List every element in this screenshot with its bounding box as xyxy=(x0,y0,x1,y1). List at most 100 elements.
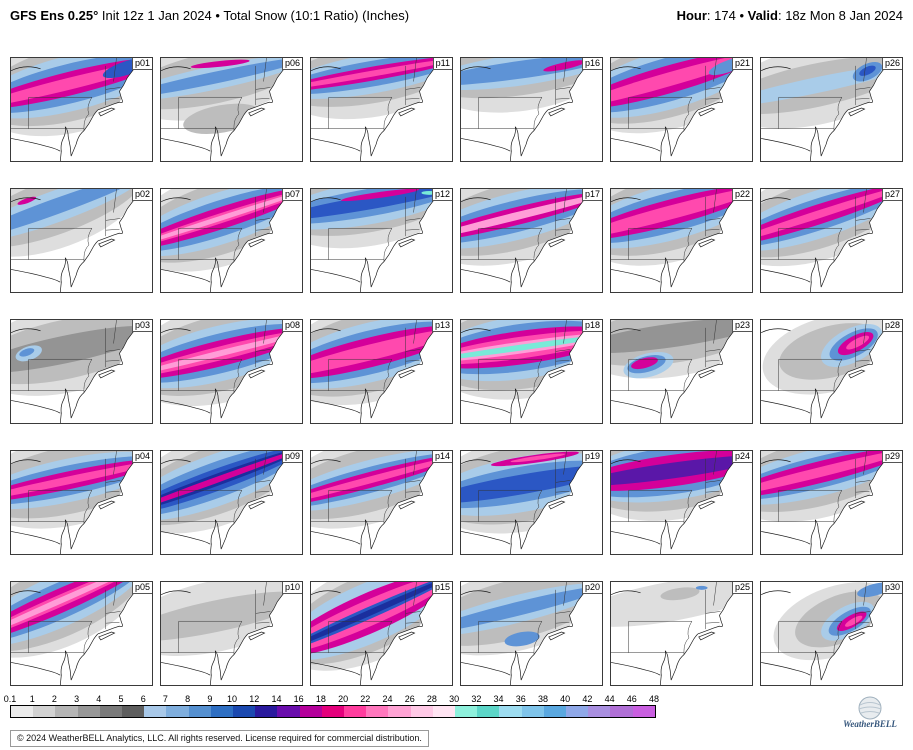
ensemble-panel-p03: p03 xyxy=(10,319,153,424)
valid-info: Hour: 174 • Valid: 18z Mon 8 Jan 2024 xyxy=(677,8,903,24)
panel-label-p25: p25 xyxy=(731,582,752,594)
snow-shading-layer xyxy=(611,189,740,266)
snow-map-p14 xyxy=(311,451,440,554)
colorbar-ticks: 0.1 1 2 3 4 5 6 7 8 9 10 12 14 16 18 20 22 24 26 28 30 32 34 36… xyxy=(4,694,660,705)
colorbar-tick: 32 xyxy=(471,694,482,704)
snow-map-p30 xyxy=(761,582,890,685)
snow-map-p03 xyxy=(11,320,140,423)
colorbar-segment xyxy=(122,706,145,717)
colorbar-segment xyxy=(55,706,78,717)
coastline-and-borders xyxy=(761,320,890,423)
snow-map-p24 xyxy=(611,451,740,554)
colorbar-segment xyxy=(233,706,256,717)
snow-shading-layer xyxy=(11,320,140,396)
colorbar-segment xyxy=(477,706,500,717)
valid-value: : 18z Mon 8 Jan 2024 xyxy=(777,8,903,23)
snow-map-p13 xyxy=(311,320,440,423)
coastline-and-borders xyxy=(611,58,740,161)
logo-text: WeatherBELL xyxy=(843,719,897,729)
panel-label-p03: p03 xyxy=(131,320,152,332)
coastline-and-borders xyxy=(611,451,740,554)
colorbar-tick: 6 xyxy=(140,694,146,704)
colorbar-segment xyxy=(77,706,100,717)
colorbar-tick: 7 xyxy=(162,694,168,704)
ensemble-panel-p15: p15 xyxy=(310,581,453,686)
product-name: Total Snow (10:1 Ratio) (Inches) xyxy=(223,8,410,23)
colorbar-tick: 12 xyxy=(249,694,260,704)
panel-label-p02: p02 xyxy=(131,189,152,201)
colorbar-tick: 30 xyxy=(449,694,460,704)
ensemble-panel-p20: p20 xyxy=(460,581,603,686)
weatherbell-logo: WeatherBELL xyxy=(833,696,907,732)
coastline-and-borders xyxy=(461,58,590,161)
panel-row: p01 p06 p11 p16 p21 p26 xyxy=(10,57,903,162)
panel-label-p20: p20 xyxy=(581,582,602,594)
colorbar-segment xyxy=(432,706,456,717)
ensemble-panel-p06: p06 xyxy=(160,57,303,162)
panel-label-p28: p28 xyxy=(881,320,902,332)
init-time: Init 12z 1 Jan 2024 xyxy=(98,8,216,23)
colorbar-segment xyxy=(366,706,389,717)
snow-shading-layer xyxy=(11,58,140,137)
coastline-and-borders xyxy=(311,451,440,554)
ensemble-panel-p17: p17 xyxy=(460,188,603,293)
snow-map-p22 xyxy=(611,189,740,292)
ensemble-panel-p02: p02 xyxy=(10,188,153,293)
ensemble-panel-p30: p30 xyxy=(760,581,903,686)
panel-label-p14: p14 xyxy=(431,451,452,463)
ensemble-panel-p09: p09 xyxy=(160,450,303,555)
ensemble-panel-p28: p28 xyxy=(760,319,903,424)
coastline-and-borders xyxy=(161,58,290,161)
panel-label-p19: p19 xyxy=(581,451,602,463)
colorbar-tick: 46 xyxy=(626,694,637,704)
ensemble-panel-p23: p23 xyxy=(610,319,753,424)
snow-map-p07 xyxy=(161,189,290,292)
snow-map-p08 xyxy=(161,320,290,423)
ensemble-panel-p16: p16 xyxy=(460,57,603,162)
snow-shading-layer xyxy=(461,58,590,113)
colorbar-segment xyxy=(632,706,655,717)
snow-shading-layer xyxy=(611,320,740,379)
snow-map-p18 xyxy=(461,320,590,423)
snow-map-p27 xyxy=(761,189,890,292)
colorbar-tick: 2 xyxy=(51,694,57,704)
colorbar: 0.1 1 2 3 4 5 6 7 8 9 10 12 14 16 18 20 22 24 26 28 30 32 34 36… xyxy=(4,694,660,718)
snow-shading-layer xyxy=(461,582,590,656)
colorbar-tick: 5 xyxy=(118,694,124,704)
panel-label-p21: p21 xyxy=(731,58,752,70)
colorbar-segment xyxy=(210,706,234,717)
snow-shading-layer xyxy=(311,451,440,529)
colorbar-tick: 28 xyxy=(426,694,437,704)
ensemble-panel-p12: p12 xyxy=(310,188,453,293)
panel-row: p04 p09 p14 p19 p24 p29 xyxy=(10,450,903,555)
panel-label-p01: p01 xyxy=(131,58,152,70)
coastline-and-borders xyxy=(611,582,740,685)
coastline-and-borders xyxy=(461,582,590,685)
colorbar-tick: 44 xyxy=(604,694,615,704)
panel-row: p03 p08 p13 p18 p23 p28 xyxy=(10,319,903,424)
snow-map-p10 xyxy=(161,582,290,685)
coastline-and-borders xyxy=(761,582,890,685)
panel-grid: p01 p06 p11 p16 p21 p26 p02 p07 p12 p17 p22 p27 p03 p… xyxy=(10,57,903,686)
panel-label-p04: p04 xyxy=(131,451,152,463)
colorbar-segment xyxy=(299,706,322,717)
panel-label-p05: p05 xyxy=(131,582,152,594)
colorbar-tick: 20 xyxy=(338,694,349,704)
ensemble-panel-p13: p13 xyxy=(310,319,453,424)
colorbar-segment xyxy=(99,706,123,717)
colorbar-tick: 0.1 xyxy=(3,694,17,704)
panel-label-p27: p27 xyxy=(881,189,902,201)
snow-shading-layer xyxy=(311,58,440,120)
coastline-and-borders xyxy=(461,451,590,554)
colorbar-tick: 18 xyxy=(315,694,326,704)
coastline-and-borders xyxy=(161,451,290,554)
colorbar-tick: 14 xyxy=(271,694,282,704)
colorbar-tick: 9 xyxy=(207,694,213,704)
panel-label-p06: p06 xyxy=(281,58,302,70)
colorbar-tick: 24 xyxy=(382,694,393,704)
colorbar-segment xyxy=(144,706,167,717)
snow-map-p15 xyxy=(311,582,440,685)
snow-map-p23 xyxy=(611,320,740,423)
colorbar-segment xyxy=(277,706,300,717)
snow-map-p17 xyxy=(461,189,590,292)
